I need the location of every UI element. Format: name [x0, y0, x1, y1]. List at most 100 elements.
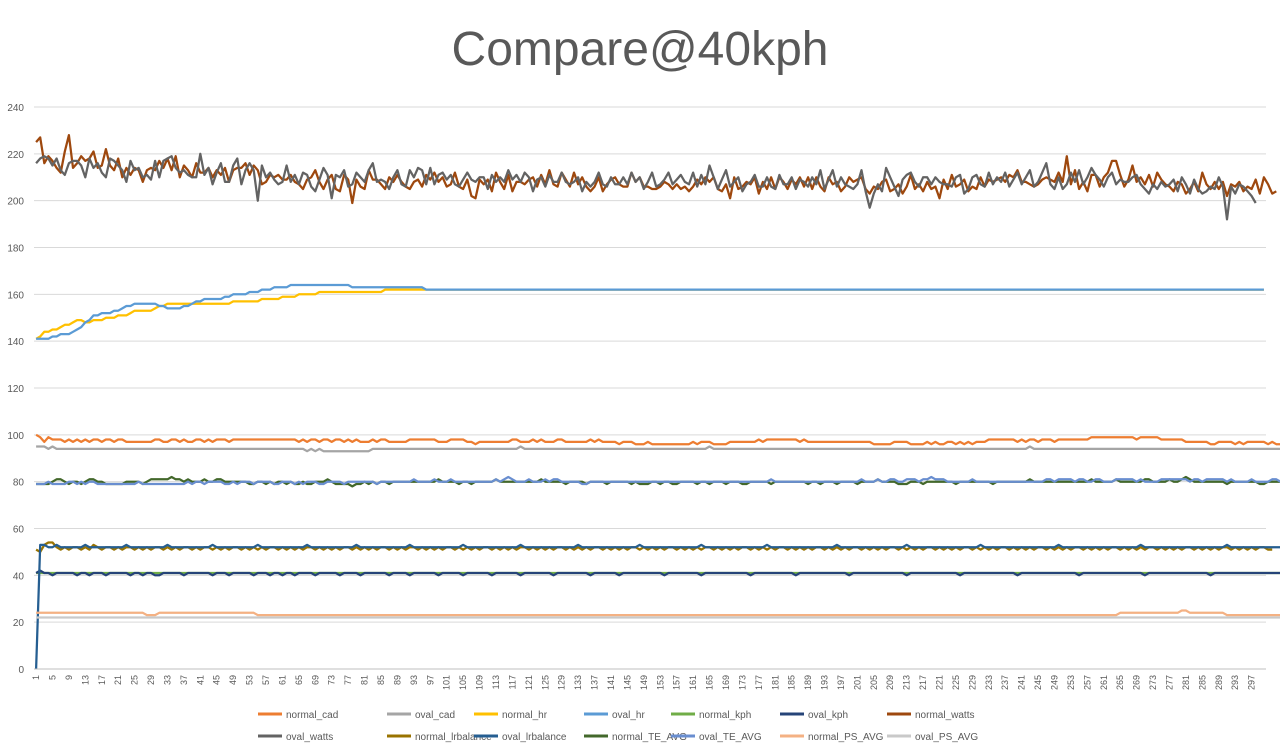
x-tick-label: 93 [409, 675, 419, 685]
legend-label: normal_kph [699, 710, 751, 721]
x-tick-label: 281 [1181, 675, 1191, 690]
x-tick-label: 161 [688, 675, 698, 690]
x-tick-label: 33 [162, 675, 172, 685]
x-tick-label: 293 [1230, 675, 1240, 690]
x-tick-label: 97 [425, 675, 435, 685]
x-tick-label: 69 [310, 675, 320, 685]
y-tick-label: 120 [7, 384, 24, 395]
y-tick-label: 140 [7, 337, 24, 348]
series-line-oval_watts [35, 152, 1257, 221]
series-line-oval_kph [35, 569, 1280, 577]
x-tick-label: 29 [146, 675, 156, 685]
legend-label: oval_PS_AVG [915, 732, 978, 743]
x-tick-label: 121 [524, 675, 534, 690]
y-tick-label: 100 [7, 431, 24, 442]
legend-label: oval_lrbalance [502, 732, 567, 743]
x-tick-label: 125 [540, 675, 550, 690]
x-tick-label: 165 [705, 675, 715, 690]
x-tick-label: 53 [245, 675, 255, 685]
y-tick-label: 180 [7, 244, 24, 255]
x-tick-label: 65 [294, 675, 304, 685]
legend-label: normal_watts [915, 710, 974, 721]
x-tick-label: 101 [442, 675, 452, 690]
x-tick-label: 269 [1132, 675, 1142, 690]
legend-label: oval_cad [415, 710, 455, 721]
x-tick-label: 153 [655, 675, 665, 690]
x-tick-label: 277 [1164, 675, 1174, 690]
x-tick-label: 81 [360, 675, 370, 685]
x-tick-label: 73 [327, 675, 337, 685]
x-tick-label: 233 [984, 675, 994, 690]
x-tick-label: 273 [1148, 675, 1158, 690]
x-tick-label: 21 [113, 675, 123, 685]
legend-label: normal_cad [286, 710, 338, 721]
x-tick-label: 173 [737, 675, 747, 690]
legend-label: normal_TE_AVG [612, 732, 687, 743]
legend-label: oval_kph [808, 710, 848, 721]
x-tick-label: 189 [803, 675, 813, 690]
y-tick-label: 20 [13, 618, 25, 629]
x-tick-label: 265 [1115, 675, 1125, 690]
x-tick-label: 133 [573, 675, 583, 690]
series-line-oval_lrbalance [34, 543, 1280, 670]
y-tick-label: 220 [7, 150, 24, 161]
x-tick-label: 297 [1247, 675, 1257, 690]
x-tick-label: 145 [622, 675, 632, 690]
x-tick-label: 213 [902, 675, 912, 690]
x-tick-label: 253 [1066, 675, 1076, 690]
y-tick-label: 80 [13, 478, 25, 489]
x-tick-label: 25 [130, 675, 140, 685]
x-tick-label: 109 [475, 675, 485, 690]
x-tick-label: 245 [1033, 675, 1043, 690]
legend-label: oval_TE_AVG [699, 732, 762, 743]
x-tick-label: 261 [1099, 675, 1109, 690]
x-tick-label: 9 [64, 675, 74, 680]
series-line-normal_cad [35, 433, 1280, 446]
series-line-oval_TE_AVG [36, 475, 1280, 486]
x-tick-label: 13 [80, 675, 90, 685]
y-tick-label: 0 [18, 665, 24, 676]
x-tick-label: 217 [918, 675, 928, 690]
series-line-normal_PS_AVG [36, 609, 1280, 617]
x-tick-label: 105 [458, 675, 468, 690]
x-tick-label: 201 [852, 675, 862, 690]
x-tick-label: 17 [97, 675, 107, 685]
y-tick-label: 160 [7, 290, 24, 301]
legend-label: oval_watts [286, 732, 333, 743]
chart-title: Compare@40kph [451, 23, 829, 76]
x-tick-label: 185 [787, 675, 797, 690]
x-tick-label: 89 [392, 675, 402, 685]
x-tick-label: 5 [47, 675, 57, 680]
x-tick-label: 149 [639, 675, 649, 690]
x-tick-label: 209 [885, 675, 895, 690]
series-line-normal_hr [35, 288, 1264, 340]
x-tick-label: 237 [1000, 675, 1010, 690]
y-tick-label: 200 [7, 197, 24, 208]
x-tick-label: 41 [195, 675, 205, 685]
x-tick-label: 113 [491, 675, 501, 689]
x-tick-label: 1 [31, 675, 41, 680]
y-tick-label: 60 [13, 525, 25, 536]
x-tick-label: 137 [590, 675, 600, 690]
x-tick-label: 285 [1197, 675, 1207, 690]
x-tick-label: 141 [606, 675, 616, 690]
x-tick-label: 37 [179, 675, 189, 685]
x-tick-label: 45 [212, 675, 222, 685]
series-line-oval_cad [36, 445, 1280, 453]
x-tick-label: 225 [951, 675, 961, 690]
legend-label: normal_PS_AVG [808, 732, 884, 743]
x-tick-label: 117 [507, 675, 517, 689]
x-tick-label: 289 [1214, 675, 1224, 690]
x-tick-label: 49 [228, 675, 238, 685]
x-tick-label: 177 [754, 675, 764, 690]
x-tick-label: 205 [869, 675, 879, 690]
x-tick-label: 85 [376, 675, 386, 685]
y-tick-label: 240 [7, 103, 24, 114]
x-tick-label: 193 [820, 675, 830, 690]
series-line-oval_hr [36, 283, 1264, 340]
legend-label: normal_hr [502, 710, 548, 721]
x-tick-label: 61 [277, 675, 287, 685]
x-tick-label: 57 [261, 675, 271, 685]
